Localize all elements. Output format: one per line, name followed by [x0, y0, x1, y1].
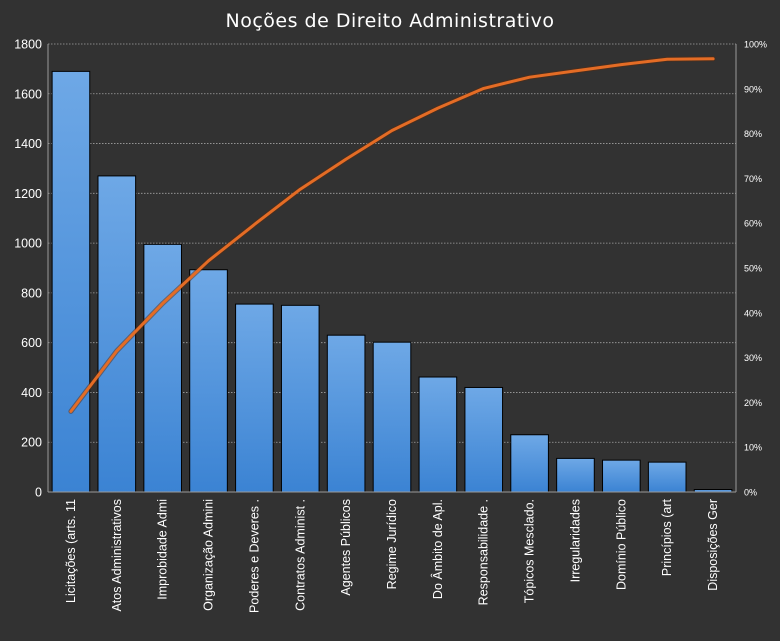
bar — [235, 303, 274, 493]
x-tick-label: Contratos Administ . — [293, 499, 307, 611]
bar — [647, 461, 687, 493]
bar — [280, 304, 320, 493]
x-tick-label: Do Âmbito de Apl. — [430, 499, 445, 599]
bar — [326, 334, 366, 493]
x-tick-label: Responsabilidade . — [477, 499, 491, 605]
bar — [510, 434, 549, 493]
y2-tick-label: 80% — [744, 129, 762, 139]
y-axis-right: 0% 10% 20% 30% 40% 50% 60% 70% 80% 90% 100% — [735, 40, 767, 498]
x-tick-label: Licitações (arts. 11 — [64, 499, 78, 603]
bar — [556, 457, 595, 493]
x-tick-label: Disposições Ger — [706, 499, 720, 591]
y-tick-label: 400 — [21, 386, 42, 400]
y-tick-label: 600 — [21, 336, 42, 350]
x-axis: Licitações (arts. 11 Atos Administrativos… — [48, 491, 736, 613]
chart-title: Noções de Direito Administrativo — [226, 10, 555, 32]
bar — [372, 341, 412, 493]
y2-tick-label: 90% — [744, 84, 762, 94]
y-tick-label: 1600 — [14, 87, 42, 101]
y2-tick-label: 20% — [744, 398, 762, 408]
bar — [602, 459, 641, 493]
bar — [143, 243, 182, 493]
bar — [51, 70, 91, 493]
x-tick-label: Regime Jurídico — [385, 499, 399, 589]
y-tick-label: 0 — [35, 486, 42, 500]
cumulative-line-path — [69, 57, 715, 413]
y-tick-label: 1000 — [14, 237, 42, 251]
bar — [464, 386, 504, 493]
y2-tick-label: 50% — [744, 264, 762, 274]
bars — [51, 70, 733, 493]
y2-tick-label: 70% — [744, 174, 762, 184]
y-tick-label: 1200 — [14, 187, 42, 201]
cumulative-line — [68, 56, 716, 414]
y2-tick-label: 0% — [744, 488, 757, 498]
y2-tick-label: 100% — [744, 40, 767, 50]
x-tick-label: Tópicos Mesclado. — [523, 499, 537, 603]
x-tick-label: Domínio Público — [614, 499, 628, 590]
y2-tick-label: 40% — [744, 308, 762, 318]
y-tick-label: 800 — [21, 286, 42, 300]
x-tick-label: Organização Admini — [202, 499, 216, 611]
x-tick-label: Irregularidades — [568, 499, 582, 582]
y2-tick-label: 30% — [744, 353, 762, 363]
bar — [189, 269, 228, 493]
x-tick-label: Poderes e Deveres . — [247, 499, 261, 613]
x-tick-label: Improbidade Admi — [156, 499, 170, 600]
y2-tick-label: 60% — [744, 219, 762, 229]
x-tick-label: Agentes Públicos — [339, 499, 353, 596]
y-tick-label: 1400 — [14, 137, 42, 151]
y-axis-left: 0 200 400 600 800 1000 1200 1400 1600 1800 — [14, 38, 49, 500]
y2-tick-label: 10% — [744, 443, 762, 453]
x-tick-label: Princípios (art — [660, 498, 674, 576]
y-tick-label: 1800 — [14, 38, 42, 52]
y-tick-label: 200 — [21, 436, 42, 450]
bar — [418, 376, 458, 493]
x-tick-label: Atos Administrativos — [110, 499, 124, 612]
